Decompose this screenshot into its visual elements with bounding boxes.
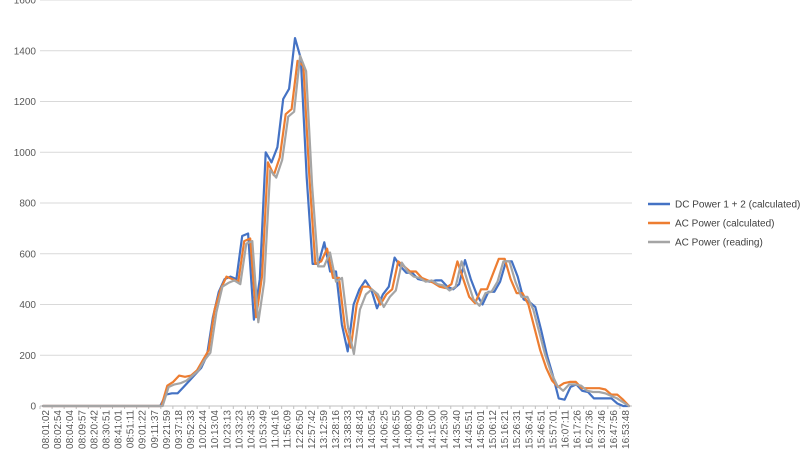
- x-tick-label: 16:07:11: [561, 410, 572, 449]
- x-tick-label: 15:36:41: [524, 410, 535, 449]
- x-tick-label: 10:53:49: [259, 410, 270, 449]
- x-tick-label: 14:15:00: [428, 410, 439, 449]
- y-tick-label: 200: [19, 351, 36, 362]
- y-axis: 0 200 400 600 800 1000 1200 1400 1600: [14, 0, 37, 413]
- x-tick-label: 14:35:40: [452, 410, 463, 449]
- x-tick-label: 14:06:55: [391, 410, 402, 449]
- x-tick-label: 14:25:30: [440, 410, 451, 449]
- x-tick-label: 08:41:01: [114, 410, 125, 449]
- x-tick-label: 13:28:16: [331, 410, 342, 449]
- x-tick-label: 09:01:22: [138, 410, 149, 449]
- x-tick-label: 14:06:25: [379, 410, 390, 449]
- x-tick-label: 14:09:09: [416, 410, 427, 449]
- x-tick-label: 11:56:09: [283, 410, 294, 449]
- x-tick-label: 12:57:42: [307, 410, 318, 449]
- x-tick-label: 15:06:12: [488, 410, 499, 449]
- y-tick-label: 800: [19, 199, 36, 210]
- x-tick-label: 15:16:21: [500, 410, 511, 449]
- x-tick-label: 08:02:54: [53, 410, 64, 449]
- x-tick-label: 15:26:31: [512, 410, 523, 449]
- x-tick-label: 14:45:51: [464, 410, 475, 449]
- series-lines: [41, 36, 631, 408]
- x-tick-label: 13:38:33: [343, 410, 354, 449]
- y-tick-label: 600: [19, 249, 36, 260]
- x-axis: 08:01:02 08:02:54 08:04:04 08:09:57 08:20:42…: [39, 406, 632, 449]
- x-tick-label: 10:23:13: [222, 410, 233, 449]
- legend-label-1: DC Power 1 + 2 (calculated): [675, 200, 800, 211]
- y-tick-label: 400: [19, 300, 36, 311]
- x-tick-label: 13:12:59: [319, 410, 330, 449]
- x-tick-label: 14:56:01: [476, 410, 487, 449]
- x-tick-label: 16:27:36: [585, 410, 596, 449]
- legend-label-2: AC Power (calculated): [675, 219, 774, 230]
- y-tick-label: 1000: [14, 148, 37, 159]
- legend-label-3: AC Power (reading): [675, 238, 763, 249]
- series-line-3: [41, 54, 631, 408]
- x-tick-label: 16:37:46: [597, 410, 608, 449]
- x-tick-label: 09:37:18: [174, 410, 185, 449]
- x-tick-label: 14:08:00: [403, 410, 414, 449]
- x-tick-label: 09:21:59: [162, 410, 173, 449]
- y-tick-label: 0: [30, 402, 36, 413]
- x-tick-label: 15:46:51: [536, 410, 547, 449]
- x-tick-label: 16:53:48: [621, 410, 632, 449]
- x-tick-label: 10:43:35: [246, 410, 257, 449]
- x-tick-label: 15:57:01: [548, 410, 559, 449]
- y-tick-label: 1200: [14, 97, 37, 108]
- x-tick-label: 09:11:37: [150, 410, 161, 449]
- series-line-2: [41, 59, 631, 408]
- x-tick-label: 08:09:57: [77, 410, 88, 449]
- x-tick-label: 08:04:04: [65, 410, 76, 449]
- y-tick-label: 1600: [14, 0, 37, 7]
- x-tick-label: 08:01:02: [41, 410, 52, 449]
- x-tick-label: 08:20:42: [89, 410, 100, 449]
- x-tick-label: 13:48:43: [355, 410, 366, 449]
- gridlines: [40, 0, 632, 407]
- y-tick-label: 1400: [14, 46, 37, 57]
- legend: DC Power 1 + 2 (calculated) AC Power (cal…: [648, 200, 800, 249]
- x-tick-label: 08:51:11: [126, 410, 137, 449]
- x-tick-label: 10:33:23: [234, 410, 245, 449]
- x-tick-label: 10:13:04: [210, 410, 221, 449]
- x-tick-label: 14:05:54: [367, 410, 378, 449]
- x-tick-label: 09:52:33: [186, 410, 197, 449]
- x-tick-label: 08:30:51: [101, 410, 112, 449]
- x-tick-label: 16:47:56: [609, 410, 620, 449]
- x-tick-label: 16:17:26: [573, 410, 584, 449]
- x-tick-label: 11:04:16: [271, 410, 282, 449]
- x-tick-label: 10:02:44: [198, 410, 209, 449]
- x-tick-label: 12:26:50: [295, 410, 306, 449]
